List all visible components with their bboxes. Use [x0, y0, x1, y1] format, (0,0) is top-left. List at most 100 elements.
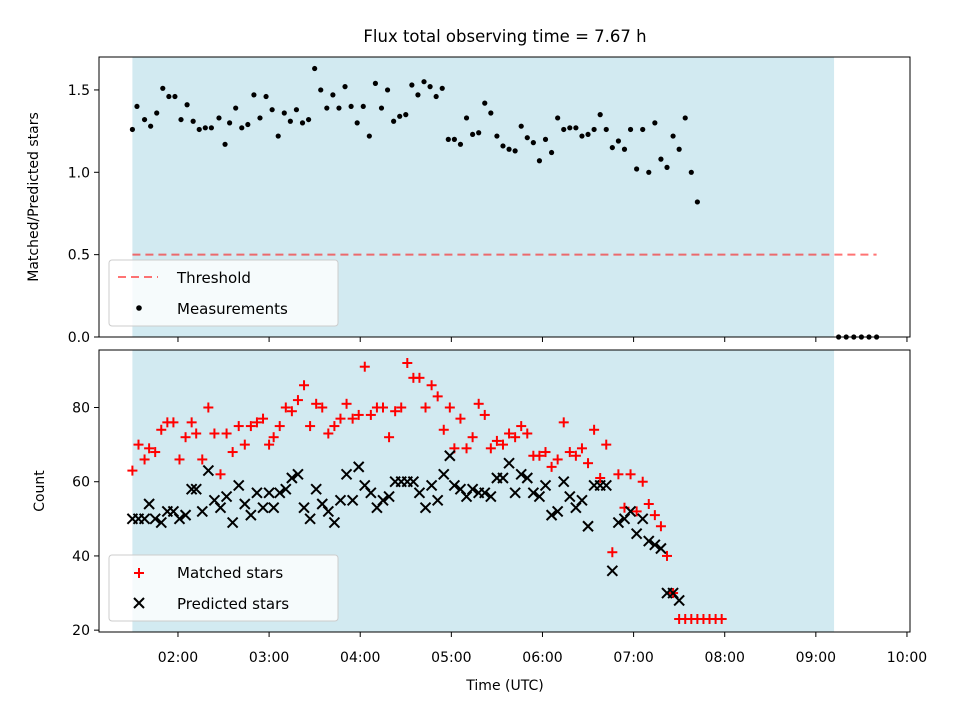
predicted-star-point [334, 494, 347, 506]
measurement-point [670, 133, 676, 139]
matched-star-point [150, 447, 161, 458]
predicted-star-point [600, 479, 612, 492]
threshold-legend-label: Threshold [176, 269, 251, 287]
predicted-legend-swatch [133, 597, 145, 609]
predicted-star-point [149, 513, 161, 525]
predicted-star-point [564, 490, 576, 503]
x-tick-label: 02:00 [158, 650, 198, 666]
predicted-star-point [551, 505, 564, 518]
predicted-star-point [274, 487, 286, 499]
y-tick-label: 60 [72, 475, 90, 491]
measurement-point [172, 93, 178, 100]
predicted-star-point [220, 490, 233, 503]
matched-star-point [396, 402, 407, 413]
matched-star-point [186, 417, 197, 428]
measurement-point [439, 85, 445, 91]
matched-star-point [329, 421, 340, 432]
measurement-point [409, 82, 415, 88]
matched-star-point [716, 614, 727, 625]
measurement-point [573, 125, 579, 131]
matched-star-point [485, 443, 496, 454]
measurement-point [208, 125, 214, 131]
measurement-point [530, 140, 536, 146]
matched-star-point [576, 443, 587, 454]
matched-star-point [233, 421, 244, 432]
measurement-point [646, 169, 652, 175]
matched-star-point [323, 428, 334, 439]
matched-star-point [420, 402, 431, 413]
measurement-point [305, 116, 312, 123]
predicted-star-point [179, 509, 192, 521]
matched-star-point [613, 469, 624, 480]
measurement-point [621, 146, 628, 152]
measurement-point [627, 126, 634, 133]
measurement-point [579, 133, 585, 139]
matched-star-point [455, 413, 466, 424]
measurement-point [160, 85, 166, 91]
predicted-star-point [286, 472, 298, 484]
matched-star-point [637, 476, 648, 487]
measurement-point [494, 133, 500, 139]
predicted-star-point [245, 509, 257, 521]
predicted-star-point [298, 501, 310, 514]
x-tick-label: 09:00 [796, 650, 836, 666]
bottom-y-axis-ticks: 20 40 60 80 [72, 401, 99, 639]
predicted-star-point [251, 487, 263, 499]
measurement-point [384, 87, 391, 93]
matched-star-point [655, 521, 666, 532]
y-tick-label: 80 [72, 401, 90, 417]
predicted-star-point [539, 479, 552, 492]
measurement-point [415, 92, 421, 98]
matched-star-point [607, 547, 618, 558]
matched-star-point [589, 424, 600, 435]
predicted-star-point [673, 594, 685, 607]
matched-star-point [570, 450, 581, 461]
matched-star-point [127, 465, 138, 476]
measurement-point [336, 105, 342, 111]
measurement-point [190, 118, 196, 124]
matched-star-point [335, 413, 346, 424]
measurement-point [178, 116, 184, 123]
measurement-point [263, 93, 269, 100]
measurement-point [233, 105, 239, 111]
predicted-star-point [365, 487, 377, 499]
predicted-star-point [407, 476, 420, 488]
top-x-axis-ticks [177, 337, 908, 342]
matched-star-point [491, 435, 502, 446]
measurement-point [239, 125, 245, 131]
measurement-point [134, 103, 140, 110]
measurement-points [129, 65, 880, 340]
measurement-point [372, 80, 379, 86]
matched-star-point [402, 357, 413, 368]
predicted-star-point [143, 498, 155, 510]
predicted-star-point [606, 565, 619, 577]
measurement-point [542, 136, 549, 142]
top-y-axis-ticks: 0.0 0.5 1.0 1.5 [68, 83, 99, 346]
predicted-star-point [226, 516, 239, 529]
predicted-star-point [292, 468, 304, 481]
predicted-star-point [214, 501, 227, 514]
predicted-star-point [155, 516, 167, 529]
matched-star-point [378, 402, 389, 413]
measurement-point [318, 87, 324, 93]
predicted-star-point [515, 468, 527, 481]
measurement-point [482, 100, 488, 106]
predicted-star-point [239, 498, 251, 510]
measurement-point [421, 79, 427, 85]
matched-star-point [299, 380, 310, 391]
predicted-star-point [419, 501, 432, 514]
matched-star-point [305, 421, 316, 432]
measurement-point [354, 120, 360, 126]
predicted-star-point [322, 505, 335, 518]
chart-title: Flux total observing time = 7.67 h [363, 27, 646, 46]
predicted-star-point [346, 494, 359, 506]
matched-star-point [197, 454, 208, 465]
matched-star-point [359, 361, 370, 372]
predicted-star-point [383, 490, 395, 503]
measurement-point [488, 110, 494, 116]
predicted-star-point [612, 516, 625, 529]
matched-star-point [649, 510, 660, 521]
measurement-point [536, 158, 543, 164]
predicted-star-point [257, 501, 269, 514]
measurement-point [129, 126, 136, 133]
